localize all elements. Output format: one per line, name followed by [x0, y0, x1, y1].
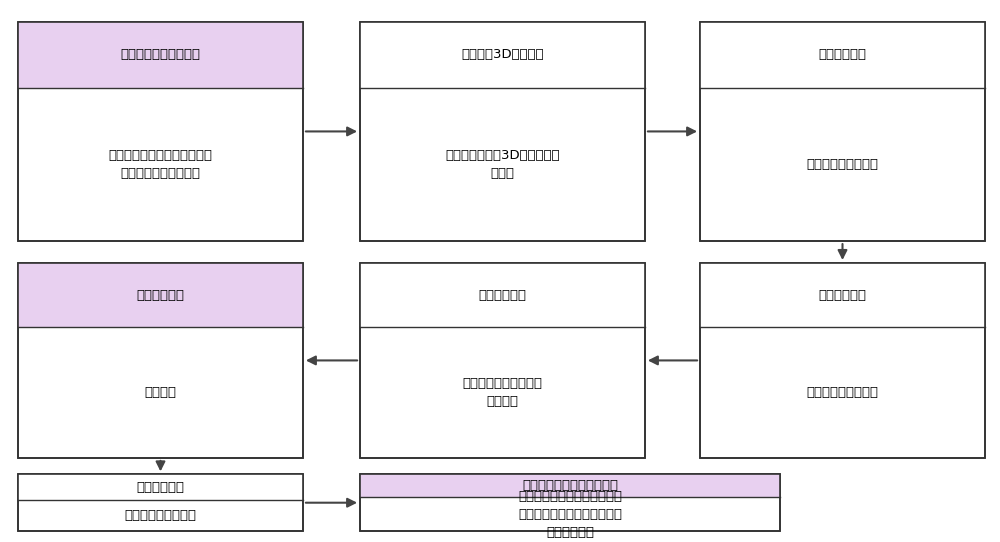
- Text: 向模壳内浇注金属液: 向模壳内浇注金属液: [124, 509, 196, 522]
- Bar: [360, 22, 645, 88]
- Bar: [360, 263, 645, 327]
- Text: 使用三维软件设计三维模型，
并对模壳数据分层处理: 使用三维软件设计三维模型， 并对模壳数据分层处理: [108, 149, 212, 180]
- Bar: [18, 22, 303, 241]
- Text: 模壳放入蒸汽脱蜡釜中
脱蜡处理: 模壳放入蒸汽脱蜡釜中 脱蜡处理: [462, 377, 542, 408]
- Bar: [360, 263, 645, 458]
- Bar: [360, 474, 780, 497]
- Bar: [360, 22, 645, 241]
- Text: 将三维数据导入3D打印机，制
备模壳: 将三维数据导入3D打印机，制 备模壳: [445, 149, 560, 180]
- Bar: [360, 474, 780, 531]
- Text: 模壳加热，并立即急冷，多孔
金属和模壳分离，最多孔金属
进行打磨处理: 模壳加热，并立即急冷，多孔 金属和模壳分离，最多孔金属 进行打磨处理: [518, 489, 622, 539]
- Bar: [18, 22, 303, 88]
- Text: 步骤八：多孔金属铸造成型: 步骤八：多孔金属铸造成型: [522, 479, 618, 492]
- Text: 步骤二：3D打印模壳: 步骤二：3D打印模壳: [461, 48, 544, 61]
- Text: 将模壳进行烘干处理: 将模壳进行烘干处理: [806, 386, 878, 399]
- Text: 步骤七：浇注: 步骤七：浇注: [136, 481, 184, 494]
- Bar: [18, 263, 303, 458]
- Bar: [18, 474, 303, 531]
- Bar: [700, 22, 985, 241]
- Bar: [18, 263, 303, 458]
- Bar: [18, 263, 303, 327]
- Text: 对模壳内壁进行涂料: 对模壳内壁进行涂料: [806, 158, 878, 171]
- Text: 步骤四：烘干: 步骤四：烘干: [818, 288, 866, 301]
- Bar: [700, 263, 985, 327]
- Bar: [700, 263, 985, 458]
- Bar: [18, 474, 303, 500]
- Bar: [700, 22, 985, 88]
- Text: 步骤一：设计三维模型: 步骤一：设计三维模型: [120, 48, 200, 61]
- Bar: [18, 474, 303, 531]
- Bar: [360, 22, 645, 241]
- Text: 步骤六：烧结: 步骤六：烧结: [136, 288, 184, 301]
- Text: 模壳烧结: 模壳烧结: [144, 386, 176, 399]
- Text: 步骤三：灌浆: 步骤三：灌浆: [818, 48, 866, 61]
- Bar: [700, 22, 985, 241]
- Bar: [700, 263, 985, 458]
- Bar: [18, 22, 303, 241]
- Bar: [360, 474, 780, 531]
- Text: 步骤五：脱蜡: 步骤五：脱蜡: [478, 288, 526, 301]
- Bar: [360, 263, 645, 458]
